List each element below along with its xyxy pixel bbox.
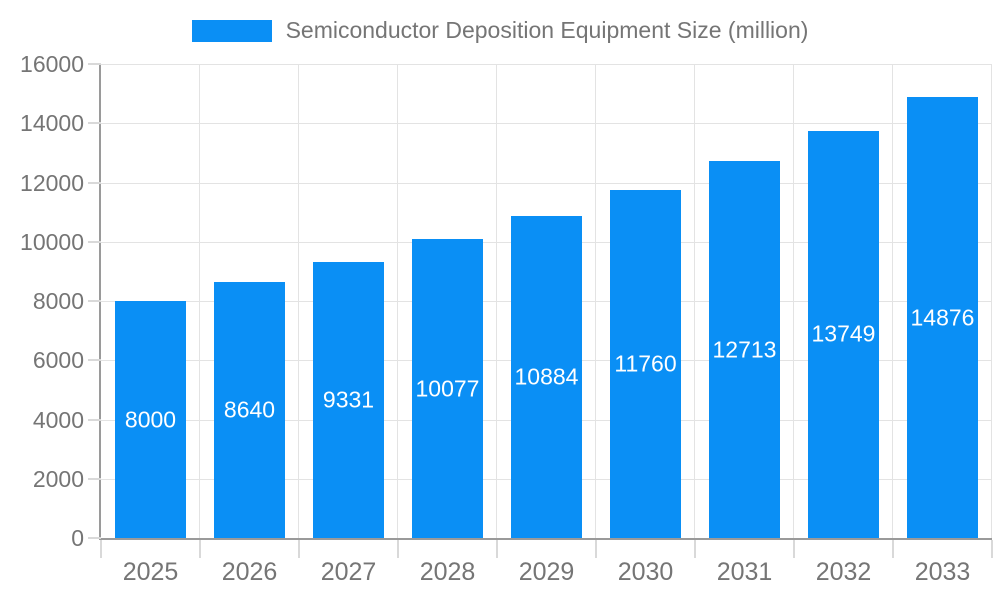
bar-value-label: 14876 bbox=[910, 304, 975, 331]
x-axis-tick bbox=[793, 540, 795, 558]
bar-value-label: 8000 bbox=[124, 406, 177, 432]
bar-value-label: 8640 bbox=[223, 396, 276, 423]
x-axis-label: 2031 bbox=[716, 558, 773, 586]
horizontal-gridline bbox=[101, 123, 992, 125]
vertical-gridline bbox=[397, 64, 398, 538]
y-axis-tick bbox=[88, 181, 101, 184]
plot-area: 8000 8640 9331 10077 10884 11760 12713 13749 148… bbox=[99, 64, 992, 540]
y-axis-label: 12000 bbox=[20, 169, 84, 196]
bar-value-label: 11760 bbox=[614, 350, 677, 377]
y-axis-tick bbox=[88, 122, 101, 125]
horizontal-gridline bbox=[101, 64, 992, 65]
bar bbox=[313, 261, 384, 538]
y-axis-tick bbox=[88, 418, 101, 421]
y-axis-tick bbox=[88, 477, 101, 480]
y-axis-tick bbox=[88, 300, 101, 302]
x-axis-tick bbox=[298, 540, 300, 558]
y-axis-label: 0 bbox=[71, 525, 84, 551]
x-axis-label: 2030 bbox=[617, 558, 674, 586]
y-axis-tick bbox=[88, 537, 101, 539]
bar bbox=[709, 161, 780, 538]
x-axis-label: 2027 bbox=[320, 558, 377, 586]
x-axis-label: 2032 bbox=[815, 558, 872, 586]
vertical-gridline bbox=[595, 64, 596, 538]
bar-value-label: 13749 bbox=[811, 320, 876, 347]
bar-value-label: 9331 bbox=[322, 386, 375, 413]
y-axis-label: 4000 bbox=[32, 406, 84, 433]
y-axis-label: 8000 bbox=[32, 288, 84, 314]
legend-swatch-icon bbox=[191, 19, 272, 42]
bar bbox=[907, 97, 978, 538]
bar bbox=[412, 239, 483, 538]
x-axis-tick bbox=[397, 540, 399, 558]
vertical-gridline bbox=[793, 64, 794, 538]
bar bbox=[808, 130, 879, 538]
x-axis-label: 2029 bbox=[518, 558, 575, 586]
y-axis-tick bbox=[88, 359, 101, 362]
chart-legend: Semiconductor Deposition Equipment Size … bbox=[0, 17, 1000, 44]
bar-value-label: 12713 bbox=[712, 336, 777, 363]
bar-value-label: 10884 bbox=[514, 363, 579, 390]
bar bbox=[511, 215, 582, 538]
x-axis-label: 2028 bbox=[419, 558, 476, 586]
x-axis-tick bbox=[694, 540, 696, 558]
vertical-gridline bbox=[991, 64, 992, 538]
horizontal-gridline bbox=[101, 182, 992, 184]
vertical-gridline bbox=[496, 64, 497, 538]
y-axis-label: 6000 bbox=[32, 347, 84, 374]
x-axis-label: 2026 bbox=[221, 558, 278, 586]
vertical-gridline bbox=[892, 64, 893, 538]
bar bbox=[214, 282, 285, 538]
y-axis-label: 14000 bbox=[20, 110, 84, 137]
x-axis-tick bbox=[595, 540, 597, 558]
bar bbox=[115, 301, 186, 538]
x-axis-tick bbox=[199, 540, 201, 558]
x-axis-tick bbox=[892, 540, 894, 558]
y-axis-tick bbox=[88, 240, 101, 243]
vertical-gridline bbox=[298, 64, 299, 538]
vertical-gridline bbox=[199, 64, 200, 538]
x-axis-tick bbox=[100, 540, 102, 558]
y-axis-label: 10000 bbox=[20, 228, 84, 255]
x-axis-tick bbox=[991, 540, 993, 558]
y-axis-label: 16000 bbox=[20, 51, 84, 77]
bar bbox=[610, 189, 681, 538]
y-axis-tick bbox=[88, 63, 101, 65]
x-axis-label: 2025 bbox=[122, 558, 179, 586]
vertical-gridline bbox=[694, 64, 695, 538]
bar-value-label: 10077 bbox=[415, 375, 480, 402]
x-axis-tick bbox=[496, 540, 498, 558]
y-axis-label: 2000 bbox=[32, 465, 84, 492]
x-axis-label: 2033 bbox=[914, 558, 971, 586]
legend-label: Semiconductor Deposition Equipment Size … bbox=[285, 17, 809, 43]
